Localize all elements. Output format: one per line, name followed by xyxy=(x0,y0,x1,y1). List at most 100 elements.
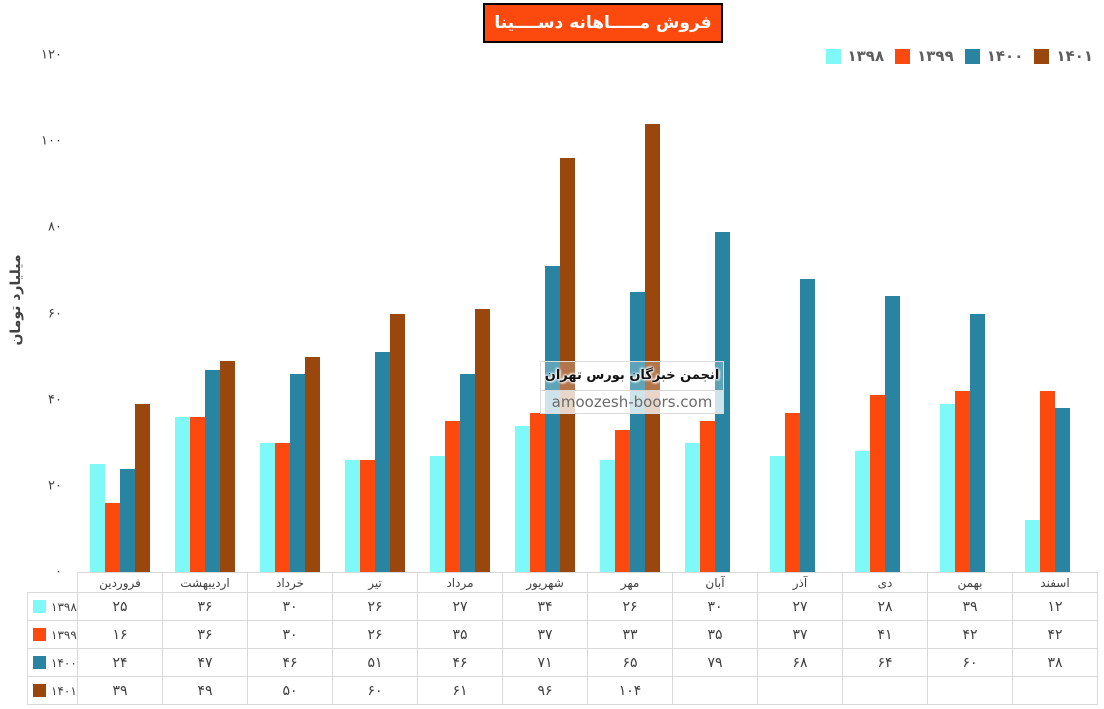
bar-1399-m2 xyxy=(189,416,205,572)
bar-1399-m9 xyxy=(785,412,801,572)
y-axis-title: میلیارد تومان xyxy=(8,254,24,346)
value-cell-1400-m9: ۶۸ xyxy=(757,648,843,677)
bar-1400-m2 xyxy=(204,369,220,572)
table-row-1400: ۱۴۰۰ ۲۴ ۴۷ ۴۶ ۵۱ ۴۶ ۷۱ ۶۵ ۷۹ ۶۸ ۶۴ ۶۰ ۳۸ xyxy=(27,648,1098,677)
value-cell-1401-m4: ۶۰ xyxy=(332,676,418,705)
month-header-m2: اردیبهشت xyxy=(162,572,248,593)
value-cell-1398-m1: ۲۵ xyxy=(77,592,163,621)
bar-1400-m12 xyxy=(1055,408,1071,572)
bar-1398-m3 xyxy=(259,442,275,572)
value-cell-1398-m6: ۳۴ xyxy=(502,592,588,621)
bar-1400-m5 xyxy=(459,373,475,572)
value-cell-1399-m5: ۳۵ xyxy=(417,620,503,649)
value-cell-1401-m8 xyxy=(672,676,758,705)
row-swatch-1400 xyxy=(33,656,46,669)
bar-1398-m6 xyxy=(514,425,530,572)
bar-1401-m4 xyxy=(389,313,405,572)
bar-1400-m1 xyxy=(119,468,135,572)
y-tick-60: ۶۰ xyxy=(48,306,62,321)
value-cell-1399-m9: ۳۷ xyxy=(757,620,843,649)
y-tick-100: ۱۰۰ xyxy=(41,133,62,149)
month-header-m3: خرداد xyxy=(247,572,333,593)
value-cell-1400-m4: ۵۱ xyxy=(332,648,418,677)
bar-1398-m12 xyxy=(1025,520,1041,572)
row-year-1401: ۱۴۰۱ xyxy=(51,683,77,698)
value-cell-1400-m8: ۷۹ xyxy=(672,648,758,677)
table-corner-cell xyxy=(27,572,78,593)
value-cell-1398-m10: ۲۸ xyxy=(842,592,928,621)
legend: ۱۳۹۸ ۱۳۹۹ ۱۴۰۰ ۱۴۰۱ xyxy=(825,47,1094,65)
bar-1401-m2 xyxy=(219,360,235,572)
value-cell-1400-m7: ۶۵ xyxy=(587,648,673,677)
bar-1401-m1 xyxy=(134,403,150,572)
bar-1401-m6 xyxy=(559,158,575,572)
month-header-m11: بهمن xyxy=(927,572,1013,593)
month-header-m5: مرداد xyxy=(417,572,503,593)
legend-swatch-1400 xyxy=(964,48,980,64)
bar-1400-m3 xyxy=(289,373,305,572)
legend-item-1401: ۱۴۰۱ xyxy=(1034,47,1093,65)
month-header-m4: تیر xyxy=(332,572,418,593)
legend-label-1398: ۱۳۹۸ xyxy=(847,47,885,65)
value-cell-1398-m11: ۳۹ xyxy=(927,592,1013,621)
bar-1399-m4 xyxy=(359,459,375,572)
row-label-1400: ۱۴۰۰ xyxy=(27,648,78,677)
bar-1398-m9 xyxy=(770,455,786,572)
bar-1398-m10 xyxy=(855,451,871,572)
bar-1398-m11 xyxy=(940,403,956,572)
bar-1399-m8 xyxy=(700,421,716,572)
table-row-1401: ۱۴۰۱ ۳۹ ۴۹ ۵۰ ۶۰ ۶۱ ۹۶ ۱۰۴ xyxy=(27,676,1098,705)
bar-1399-m12 xyxy=(1040,391,1056,572)
row-label-1399: ۱۳۹۹ xyxy=(27,620,78,649)
value-cell-1399-m12: ۴۲ xyxy=(1012,620,1098,649)
bar-1398-m1 xyxy=(89,464,105,572)
value-cell-1400-m2: ۴۷ xyxy=(162,648,248,677)
value-cell-1398-m8: ۳۰ xyxy=(672,592,758,621)
month-header-m6: شهریور xyxy=(502,572,588,593)
month-header-m9: آذر xyxy=(757,572,843,593)
bar-1399-m6 xyxy=(529,412,545,572)
legend-swatch-1401 xyxy=(1034,48,1050,64)
value-cell-1399-m7: ۳۳ xyxy=(587,620,673,649)
row-year-1400: ۱۴۰۰ xyxy=(51,655,77,670)
bar-1399-m3 xyxy=(274,442,290,572)
value-cell-1401-m12 xyxy=(1012,676,1098,705)
bar-1398-m8 xyxy=(685,442,701,572)
bar-1401-m3 xyxy=(304,356,320,572)
legend-item-1400: ۱۴۰۰ xyxy=(964,47,1024,65)
value-cell-1398-m12: ۱۲ xyxy=(1012,592,1098,621)
bar-1400-m7 xyxy=(630,291,646,572)
value-cell-1401-m7: ۱۰۴ xyxy=(587,676,673,705)
y-tick-40: ۴۰ xyxy=(48,392,62,408)
row-year-1398: ۱۳۹۸ xyxy=(51,599,77,614)
month-header-m7: مهر xyxy=(587,572,673,593)
row-swatch-1399 xyxy=(33,628,46,641)
watermark-association-text: انجمن خبرگان بورس تهران xyxy=(541,362,723,390)
y-tick-0: ۰ xyxy=(55,564,62,580)
legend-item-1399: ۱۳۹۹ xyxy=(895,47,954,65)
value-cell-1401-m10 xyxy=(842,676,928,705)
value-cell-1400-m1: ۲۴ xyxy=(77,648,163,677)
value-cell-1400-m6: ۷۱ xyxy=(502,648,588,677)
data-table: فروردین اردیبهشت خرداد تیر مرداد شهریور مهر آبا… xyxy=(27,572,1098,705)
watermark-site-text: amoozesh-boors.com xyxy=(541,390,723,413)
table-row-1398: ۱۳۹۸ ۲۵ ۳۶ ۳۰ ۲۶ ۲۷ ۳۴ ۲۶ ۳۰ ۲۷ ۲۸ ۳۹ ۱۲ xyxy=(27,592,1098,621)
value-cell-1401-m5: ۶۱ xyxy=(417,676,503,705)
value-cell-1399-m1: ۱۶ xyxy=(77,620,163,649)
legend-swatch-1398 xyxy=(825,48,841,64)
table-row-1399: ۱۳۹۹ ۱۶ ۳۶ ۳۰ ۲۶ ۳۵ ۳۷ ۳۳ ۳۵ ۳۷ ۴۱ ۴۲ ۴۲ xyxy=(27,620,1098,649)
y-tick-20: ۲۰ xyxy=(48,478,62,494)
value-cell-1399-m10: ۴۱ xyxy=(842,620,928,649)
value-cell-1400-m10: ۶۴ xyxy=(842,648,928,677)
month-header-m12: اسفند xyxy=(1012,572,1098,593)
bar-1399-m7 xyxy=(615,429,631,572)
bar-1399-m10 xyxy=(870,395,886,572)
bar-1401-m5 xyxy=(474,309,490,572)
month-header-m10: دی xyxy=(842,572,928,593)
legend-swatch-1399 xyxy=(895,48,911,64)
legend-label-1400: ۱۴۰۰ xyxy=(986,47,1024,65)
bar-1398-m2 xyxy=(174,416,190,572)
bar-1400-m10 xyxy=(885,296,901,572)
value-cell-1398-m9: ۲۷ xyxy=(757,592,843,621)
